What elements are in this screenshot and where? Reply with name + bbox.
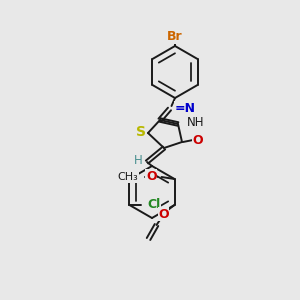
Text: CH₃: CH₃ [118,172,139,182]
Text: O: O [193,134,203,146]
Text: Methoxy: Methoxy [140,176,146,177]
Text: Cl: Cl [148,199,161,212]
Text: O: O [158,208,169,220]
Text: H: H [134,154,142,167]
Text: Br: Br [167,31,183,44]
Text: S: S [136,125,146,139]
Text: O: O [146,169,157,182]
Text: =N: =N [175,101,196,115]
Text: NH: NH [187,116,205,130]
